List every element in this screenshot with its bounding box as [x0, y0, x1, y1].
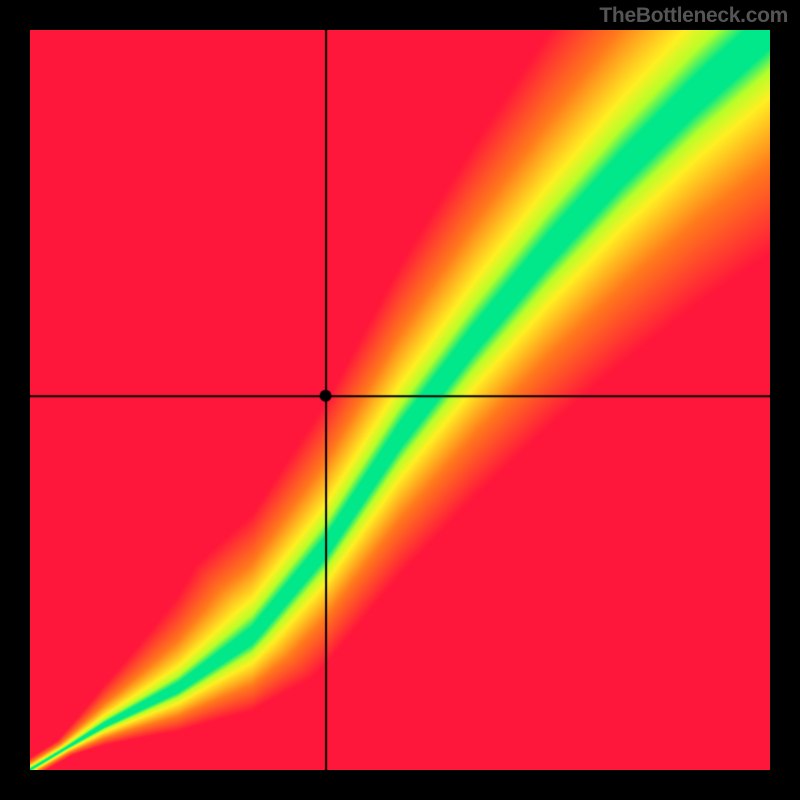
heatmap-canvas — [30, 30, 770, 770]
attribution-text: TheBottleneck.com — [599, 4, 788, 28]
plot-frame — [30, 30, 770, 770]
chart-container: TheBottleneck.com — [0, 0, 800, 800]
